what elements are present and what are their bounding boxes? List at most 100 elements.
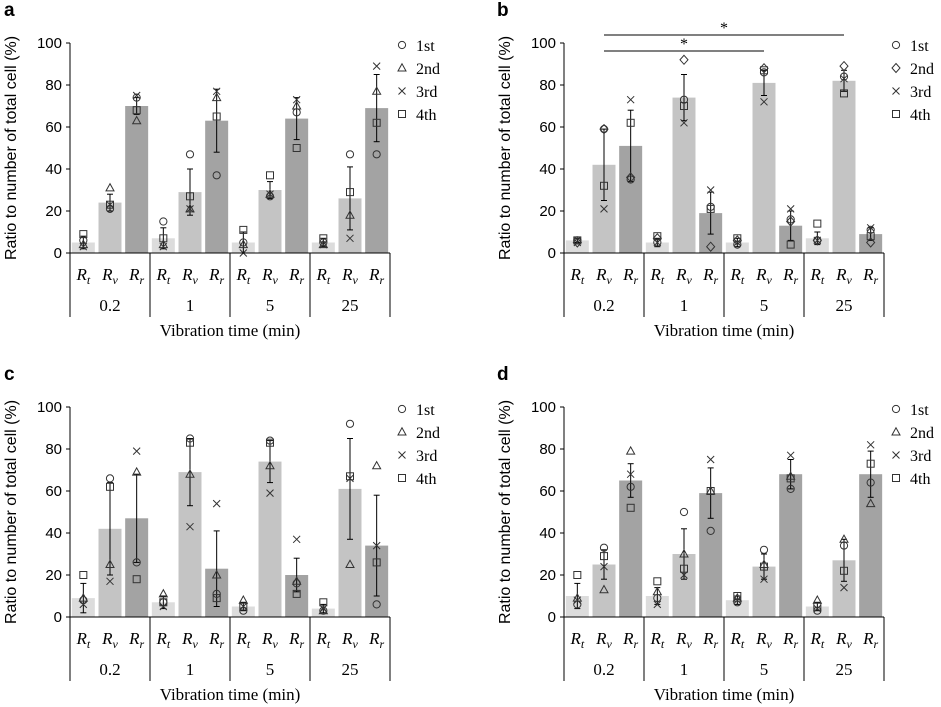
- x-group-label: 25: [342, 296, 359, 315]
- data-point-3rd: [786, 205, 795, 213]
- legend-label-4th: 4th: [416, 107, 436, 124]
- y-tick-label: 0: [54, 609, 62, 626]
- x-group-label: 5: [760, 660, 769, 679]
- data-point-2nd: [812, 235, 823, 246]
- bar-Rt: [725, 600, 749, 617]
- legend-marker-1st: [397, 404, 407, 414]
- legend-marker-3rd: [398, 451, 406, 459]
- x-category-label: Rr: [368, 629, 384, 651]
- legend-label-2nd: 2nd: [910, 61, 934, 78]
- x-category-label: Rr: [782, 265, 798, 287]
- x-category-label: Rr: [782, 629, 798, 651]
- x-group-label: 25: [836, 296, 853, 315]
- data-point-4th: [680, 564, 688, 573]
- data-point-4th: [866, 459, 875, 468]
- legend-marker-3rd: [892, 87, 900, 95]
- y-axis-title: Ratio to number of total cell (%): [497, 36, 514, 260]
- data-point-4th: [626, 503, 635, 512]
- x-category-label: Rv: [835, 265, 852, 287]
- x-category-label: Rv: [261, 265, 278, 287]
- data-point-4th: [132, 106, 141, 115]
- data-point-2nd: [158, 588, 169, 598]
- data-point-1st: [185, 150, 195, 159]
- data-point-3rd: [132, 91, 141, 100]
- data-point-3rd: [573, 238, 582, 247]
- data-point-3rd: [866, 223, 875, 232]
- data-point-3rd: [813, 604, 822, 613]
- y-tick-label: 0: [54, 245, 62, 262]
- x-category-label: Rt: [729, 629, 744, 651]
- x-group-label: 1: [680, 296, 689, 315]
- data-point-4th: [346, 188, 354, 197]
- legend-marker-4th: [398, 110, 406, 118]
- data-point-2nd: [759, 559, 769, 568]
- data-point-1st: [653, 238, 662, 247]
- x-category-label: Rt: [75, 629, 90, 651]
- bar-Rv: [592, 564, 616, 617]
- significance-star: *: [680, 36, 688, 53]
- legend-label-3rd: 3rd: [416, 448, 437, 465]
- x-category-label: Rr: [208, 629, 224, 651]
- y-tick-label: 40: [539, 525, 556, 542]
- y-tick-label: 60: [45, 119, 62, 136]
- data-point-2nd: [625, 445, 636, 455]
- data-point-2nd: [865, 237, 876, 248]
- y-tick-label: 100: [531, 399, 556, 416]
- data-point-2nd: [105, 182, 115, 192]
- legend-label-1st: 1st: [910, 402, 929, 419]
- y-tick-label: 100: [37, 399, 62, 416]
- data-point-4th: [840, 566, 848, 575]
- data-point-3rd: [760, 575, 768, 584]
- data-point-4th: [372, 558, 381, 567]
- data-point-4th: [600, 552, 608, 561]
- data-point-3rd: [132, 447, 141, 455]
- data-point-3rd: [653, 600, 662, 609]
- legend-label-4th: 4th: [910, 471, 930, 488]
- y-axis-title: Ratio to number of total cell (%): [3, 36, 20, 260]
- data-point-4th: [573, 571, 582, 579]
- data-point-2nd: [291, 576, 302, 585]
- data-point-3rd: [706, 455, 715, 464]
- y-tick-label: 100: [37, 35, 62, 52]
- legend-marker-1st: [891, 40, 901, 50]
- bar-Rv: [258, 461, 282, 617]
- bar-Rv: [178, 472, 202, 617]
- data-point-4th: [292, 144, 301, 152]
- x-axis-title: Vibration time (min): [654, 321, 795, 340]
- x-category-label: Rv: [595, 265, 612, 287]
- x-group-label: 1: [186, 296, 195, 315]
- data-point-4th: [79, 230, 88, 239]
- legend-label-4th: 4th: [416, 471, 436, 488]
- data-point-4th: [372, 118, 381, 127]
- data-point-4th: [680, 102, 688, 110]
- x-category-label: Rt: [235, 265, 250, 287]
- legend-marker-1st: [891, 404, 901, 414]
- data-point-2nd: [211, 92, 222, 102]
- data-point-2nd: [265, 188, 275, 198]
- y-tick-label: 80: [45, 441, 62, 458]
- data-point-2nd: [131, 115, 142, 125]
- x-category-label: Rt: [155, 265, 170, 287]
- bar-Rr: [619, 480, 643, 617]
- x-category-label: Rt: [315, 629, 330, 651]
- data-point-1st: [866, 225, 875, 234]
- bar-Rr: [285, 118, 309, 253]
- data-point-3rd: [626, 95, 635, 104]
- data-point-1st: [185, 434, 195, 443]
- x-category-label: Rt: [809, 265, 824, 287]
- data-point-4th: [733, 234, 742, 243]
- data-point-3rd: [840, 74, 848, 83]
- data-point-1st: [866, 478, 875, 487]
- data-point-4th: [760, 562, 768, 571]
- bar-Rr: [859, 234, 883, 253]
- data-point-3rd: [813, 236, 822, 245]
- legend-marker-4th: [398, 474, 406, 482]
- x-category-label: Rt: [155, 629, 170, 651]
- data-point-1st: [132, 558, 141, 567]
- data-point-1st: [79, 236, 88, 245]
- legend-marker-2nd: [891, 426, 901, 436]
- y-tick-label: 40: [539, 161, 556, 178]
- x-group-label: 1: [186, 660, 195, 679]
- x-group-label: 25: [342, 660, 359, 679]
- data-point-4th: [760, 66, 768, 75]
